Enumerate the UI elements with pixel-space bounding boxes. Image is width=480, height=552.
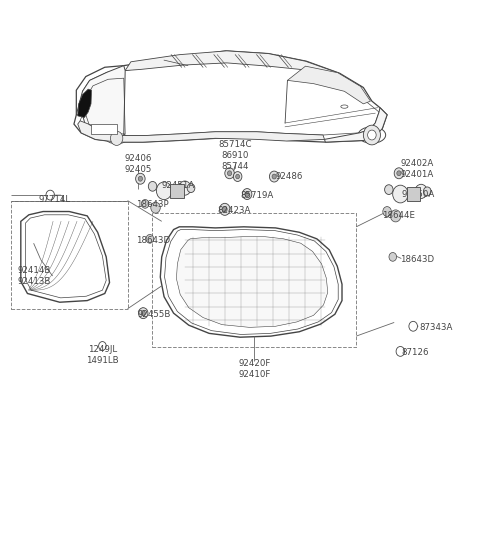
Circle shape <box>233 172 242 182</box>
Bar <box>91 124 117 134</box>
Text: 85714C
86910
85744: 85714C 86910 85744 <box>218 140 252 171</box>
Circle shape <box>383 206 391 216</box>
Polygon shape <box>177 237 328 327</box>
Text: 18643D: 18643D <box>400 255 434 264</box>
Polygon shape <box>21 211 109 302</box>
Circle shape <box>397 171 401 176</box>
Text: 18643P: 18643P <box>136 200 168 209</box>
Circle shape <box>394 168 404 179</box>
Circle shape <box>222 206 227 212</box>
Circle shape <box>156 182 172 200</box>
Polygon shape <box>324 108 387 142</box>
Circle shape <box>46 190 55 200</box>
Ellipse shape <box>106 133 127 144</box>
Circle shape <box>141 199 149 208</box>
Circle shape <box>148 182 157 191</box>
Circle shape <box>179 181 191 195</box>
Bar <box>12 200 128 309</box>
Circle shape <box>272 174 276 179</box>
Circle shape <box>151 202 160 213</box>
Text: 92402A
92401A: 92402A 92401A <box>400 160 433 179</box>
Circle shape <box>225 168 234 179</box>
Text: 87343A: 87343A <box>420 323 453 332</box>
Circle shape <box>269 171 279 182</box>
Bar <box>152 213 356 347</box>
Circle shape <box>423 187 431 196</box>
Text: 97714L: 97714L <box>38 195 71 204</box>
Circle shape <box>396 347 405 357</box>
Polygon shape <box>78 121 324 142</box>
Text: 87126: 87126 <box>401 348 429 357</box>
Circle shape <box>390 210 401 222</box>
Text: 92450A: 92450A <box>401 189 434 199</box>
Circle shape <box>136 173 145 184</box>
Ellipse shape <box>100 114 109 118</box>
Circle shape <box>146 235 154 243</box>
Polygon shape <box>76 66 125 136</box>
Circle shape <box>219 203 230 215</box>
Text: 92420F
92410F: 92420F 92410F <box>238 359 270 379</box>
Text: 92406
92405: 92406 92405 <box>124 154 152 174</box>
Circle shape <box>98 342 106 351</box>
Circle shape <box>138 176 143 181</box>
Bar <box>170 184 184 198</box>
Circle shape <box>236 174 240 179</box>
Polygon shape <box>125 51 360 86</box>
Circle shape <box>228 171 232 176</box>
Circle shape <box>141 311 145 316</box>
Polygon shape <box>78 89 92 118</box>
Text: 18643D: 18643D <box>136 236 170 245</box>
Text: 18644E: 18644E <box>383 211 415 220</box>
Circle shape <box>389 252 396 261</box>
Circle shape <box>384 185 393 194</box>
Text: 1249JL
1491LB: 1249JL 1491LB <box>86 345 119 365</box>
Circle shape <box>110 131 123 145</box>
Circle shape <box>245 192 249 197</box>
Text: 92451A: 92451A <box>162 182 195 190</box>
Polygon shape <box>160 227 342 337</box>
Circle shape <box>368 130 376 140</box>
Text: 92414B
92413B: 92414B 92413B <box>18 266 51 286</box>
Circle shape <box>409 321 418 331</box>
Bar <box>407 187 420 201</box>
Text: 85719A: 85719A <box>240 190 273 200</box>
Circle shape <box>415 184 427 199</box>
Circle shape <box>242 189 252 199</box>
Text: 92486: 92486 <box>276 172 303 181</box>
Ellipse shape <box>341 105 348 108</box>
Circle shape <box>393 185 408 203</box>
Ellipse shape <box>358 127 385 143</box>
Circle shape <box>138 307 148 319</box>
Text: 82423A: 82423A <box>217 206 251 215</box>
Text: 92455B: 92455B <box>138 310 171 319</box>
Polygon shape <box>288 66 371 104</box>
Polygon shape <box>74 51 387 142</box>
Circle shape <box>363 125 381 145</box>
Circle shape <box>187 184 195 193</box>
